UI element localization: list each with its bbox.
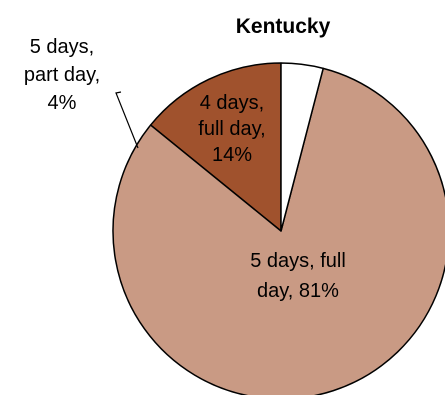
- pie-slices: [112, 62, 445, 395]
- part-day-leader-line: [115, 91, 139, 149]
- pie-data-labels: 4 days, full day, 14% 5 days, full day, 81% 5…: [24, 36, 346, 302]
- slice-4-days-full-day: [149, 62, 282, 232]
- slice-4-days-full-day-label: 4 days, full day, 14%: [198, 92, 265, 166]
- slice-5-days-full-day-label: 5 days, full day, 81%: [250, 250, 346, 302]
- slice-5-days-full-day: [112, 67, 445, 395]
- chart-title: Kentucky: [236, 15, 331, 38]
- slice-5-days-part-day: [280, 62, 324, 232]
- slice-5-days-part-day-label: 5 days, part day, 4%: [24, 36, 100, 114]
